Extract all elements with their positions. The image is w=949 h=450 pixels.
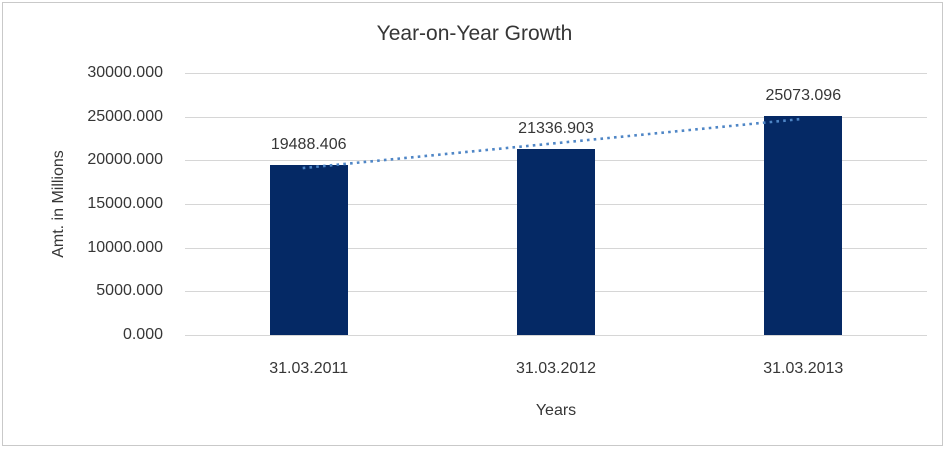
y-tick-label: 0.000 [122,326,163,343]
gridline [185,73,927,74]
gridline [185,335,927,336]
y-tick-label: 5000.000 [96,282,163,299]
bar-data-label: 19488.406 [270,135,347,153]
x-tick-label: 31.03.2011 [269,360,349,377]
y-tick-label: 30000.000 [87,64,163,81]
bar-31-03-2012 [517,148,595,335]
x-tick-label: 31.03.2012 [515,360,597,377]
y-tick-label: 25000.000 [87,108,163,125]
bar-31-03-2011 [269,164,348,335]
chart-title: Year-on-Year Growth [376,22,573,45]
bar-31-03-2013 [764,116,843,335]
y-tick-label: 20000.000 [87,151,163,168]
y-tick-label: 15000.000 [87,195,163,212]
bar-data-label: 25073.096 [765,87,842,104]
bar-data-label: 21336.903 [518,119,594,137]
x-axis-title: Years [535,402,577,419]
y-tick-label: 10000.000 [87,239,163,256]
x-tick-label: 31.03.2013 [763,360,844,377]
